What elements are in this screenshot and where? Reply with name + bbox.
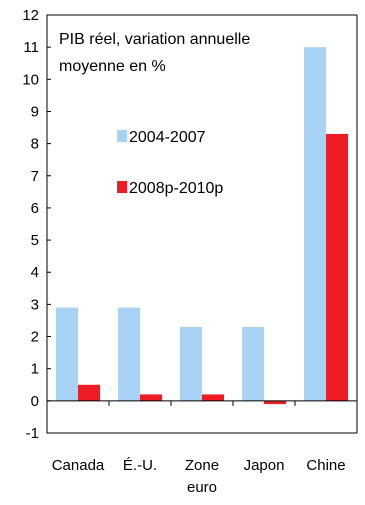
bar-series2-cat1: [140, 394, 162, 401]
bars-group: [56, 47, 348, 405]
y-tick-label: 5: [31, 232, 39, 249]
x-tick-label: É.-U.: [123, 457, 157, 474]
bar-series1-cat4: [304, 47, 326, 401]
y-tick-label: 0: [31, 393, 39, 410]
legend-label: 2008p-2010p: [129, 180, 223, 197]
y-tick-label: 7: [31, 168, 39, 185]
bar-series2-cat4: [326, 133, 348, 401]
bar-series1-cat0: [56, 307, 78, 401]
plot-border: [46, 14, 358, 434]
y-tick-label: 9: [31, 103, 39, 120]
bar-series2-cat0: [78, 384, 100, 401]
y-tick-label: 11: [23, 39, 39, 56]
y-tick-label: 8: [31, 136, 39, 153]
y-tick-label: 12: [22, 7, 39, 24]
bar-series2-cat2: [202, 394, 224, 401]
y-tick-label: -1: [26, 425, 39, 442]
x-tick-label: Japon: [244, 457, 285, 474]
y-tick-label: 10: [22, 71, 39, 88]
annotation-line: moyenne en %: [59, 58, 166, 75]
bar-series1-cat1: [118, 307, 140, 401]
plot-frame: [46, 14, 358, 434]
bar-series2-cat3: [264, 400, 286, 405]
x-tick-label: Zone euro: [185, 457, 219, 496]
y-tick-label: 3: [31, 296, 39, 313]
x-tick-label: Canada: [52, 457, 105, 474]
y-tick-label: 2: [31, 329, 39, 346]
legend-swatch: [117, 130, 127, 142]
y-tick-label: 1: [31, 361, 39, 378]
chart-annotation: PIB réel, variation annuelle moyenne en %: [59, 31, 250, 75]
legend: 2004-2007 2008p-2010p: [117, 129, 223, 197]
legend-swatch: [117, 181, 127, 193]
y-tick-label: 6: [31, 200, 39, 217]
legend-label: 2004-2007: [129, 129, 206, 146]
x-tick-label: Chine: [306, 457, 345, 474]
x-axis: Canada É.-U. Zone euro Japon Chine: [52, 400, 346, 496]
bar-series1-cat3: [242, 326, 264, 401]
y-tick-label: 4: [31, 264, 39, 281]
annotation-line: PIB réel, variation annuelle: [59, 31, 250, 48]
bar-series1-cat2: [180, 326, 202, 401]
